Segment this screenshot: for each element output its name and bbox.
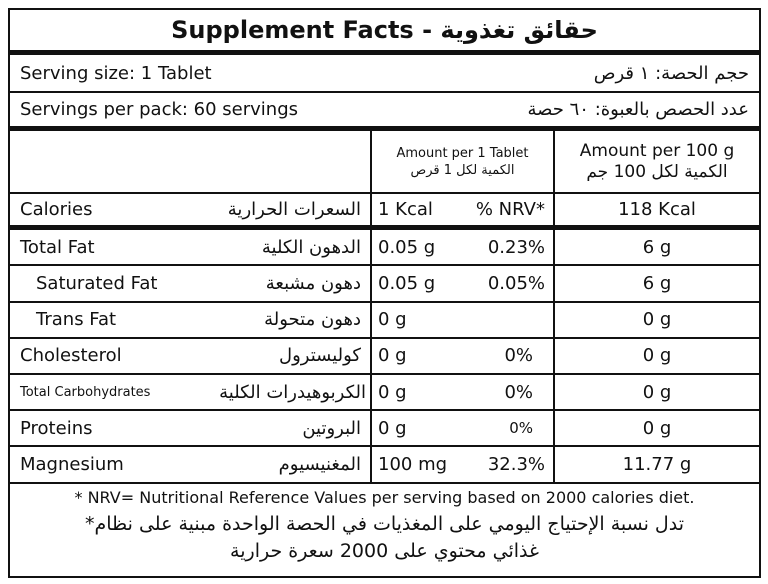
nrv-percent: 0%	[509, 419, 533, 438]
per-tablet-ar: الكمية لكل 1 قرص	[410, 162, 515, 178]
nutrient-name-en: Proteins	[20, 417, 93, 439]
footnote: * NRV= Nutritional Reference Values per …	[10, 484, 759, 565]
amount-per-tablet: 0.05 g	[378, 236, 436, 258]
amount-per-tablet: 0.05 g	[378, 272, 436, 294]
nutrient-name-ar: كوليسترول	[279, 345, 361, 367]
nutrient-name-en: Trans Fat	[36, 309, 117, 331]
amount-per-tablet: 0 g	[378, 381, 407, 403]
nutrient-name-en: Total Fat	[20, 236, 95, 258]
nrv-percent: 0.23%	[487, 236, 545, 258]
nutrient-name-en: Magnesium	[20, 453, 124, 475]
nutrient-name-en: Total Carbohydrates	[20, 384, 151, 400]
per-tablet-header: Amount per 1 Tablet الكمية لكل 1 قرص	[370, 131, 553, 192]
servings-per-pack-en: Servings per pack: 60 servings	[20, 99, 299, 120]
footnote-ar-line2: غذائي محتوي على 2000 سعرة حرارية	[230, 540, 539, 562]
nutrient-name-en: Cholesterol	[20, 345, 122, 367]
nutrient-row: Proteins البروتين 0 g 0% 0 g	[10, 411, 759, 448]
nrv-percent: 0%	[504, 345, 533, 367]
per-tablet-cell: 0 g 0%	[370, 338, 553, 373]
per-100g-value: 0 g	[553, 338, 759, 373]
nrv-percent: % NRV*	[475, 199, 545, 221]
per-tablet-cell: 0.05 g 0.05%	[370, 266, 553, 301]
nrv-percent: 0%	[504, 381, 533, 403]
footnote-ar-line1: *تدل نسبة الإحتياج اليومي على المغذيات ف…	[85, 513, 684, 535]
supplement-facts-label: Supplement Facts - حقائق تغذوية Serving …	[8, 8, 761, 578]
nutrient-row: Calories السعرات الحرارية 1 Kcal % NRV* …	[10, 194, 759, 231]
per-tablet-cell: 0 g	[370, 302, 553, 337]
nutrient-row: Cholesterol كوليسترول 0 g 0% 0 g	[10, 338, 759, 375]
nrv-percent: 32.3%	[487, 453, 545, 475]
serving-size-en: Serving size: 1 Tablet	[20, 62, 212, 84]
per-100g-value: 6 g	[553, 266, 759, 301]
per-100g-en: Amount per 100 g	[579, 140, 735, 161]
nutrient-row: Total Carbohydrates الكربوهيدرات الكلية …	[10, 375, 759, 412]
nutrient-name-en: Saturated Fat	[36, 272, 158, 294]
serving-size-ar: حجم الحصة: ١ قرص	[593, 62, 749, 84]
amount-per-tablet: 0 g	[378, 345, 407, 367]
nutrient-name-ar: الدهون الكلية	[261, 236, 361, 258]
per-tablet-cell: 0 g 0%	[370, 411, 553, 446]
per-tablet-en: Amount per 1 Tablet	[396, 145, 529, 161]
nutrient-row: Magnesium المغنيسيوم 100 mg 32.3% 11.77 …	[10, 447, 759, 484]
amount-per-tablet: 0 g	[378, 309, 407, 331]
nutrient-row: Saturated Fat دهون مشبعة 0.05 g 0.05% 6 …	[10, 266, 759, 303]
nutrient-row: Trans Fat دهون متحولة 0 g 0 g	[10, 302, 759, 339]
nutrient-name-ar: الكربوهيدرات الكلية	[219, 381, 366, 403]
per-100g-value: 0 g	[553, 375, 759, 410]
per-100g-value: 6 g	[553, 230, 759, 265]
per-tablet-cell: 0 g 0%	[370, 375, 553, 410]
serving-size-row: Serving size: 1 Tablet حجم الحصة: ١ قرص	[10, 55, 759, 93]
amount-per-tablet: 1 Kcal	[378, 199, 433, 221]
nutrient-name-en: Calories	[20, 199, 93, 221]
per-100g-value: 0 g	[553, 411, 759, 446]
amount-per-tablet: 100 mg	[378, 453, 448, 475]
per-100g-value: 0 g	[553, 302, 759, 337]
footnote-en: * NRV= Nutritional Reference Values per …	[74, 488, 695, 507]
title-row: Supplement Facts - حقائق تغذوية	[10, 10, 759, 55]
amount-per-tablet: 0 g	[378, 417, 407, 439]
nutrient-name-ar: السعرات الحرارية	[227, 199, 361, 221]
nutrient-row: Total Fat الدهون الكلية 0.05 g 0.23% 6 g	[10, 230, 759, 267]
per-tablet-cell: 1 Kcal % NRV*	[370, 194, 553, 226]
per-tablet-cell: 100 mg 32.3%	[370, 447, 553, 482]
nutrient-name-ar: دهون متحولة	[264, 309, 361, 331]
per-tablet-cell: 0.05 g 0.23%	[370, 230, 553, 265]
nutrient-name-ar: المغنيسيوم	[278, 453, 361, 475]
column-header-row: Amount per 1 Tablet الكمية لكل 1 قرص Amo…	[10, 131, 759, 194]
per-100g-header: Amount per 100 g الكمية لكل 100 جم	[553, 131, 759, 192]
servings-per-pack-row: Servings per pack: 60 servings عدد الحصص…	[10, 93, 759, 131]
nrv-percent: 0.05%	[487, 272, 545, 294]
nutrient-name-ar: البروتين	[302, 417, 361, 439]
nutrient-name-ar: دهون مشبعة	[265, 272, 361, 294]
per-100g-value: 11.77 g	[553, 447, 759, 482]
per-100g-ar: الكمية لكل 100 جم	[586, 161, 728, 182]
servings-per-pack-ar: عدد الحصص بالعبوة: ٦٠ حصة	[527, 99, 749, 120]
per-100g-value: 118 Kcal	[553, 194, 759, 226]
label-title: Supplement Facts - حقائق تغذوية	[171, 16, 598, 44]
